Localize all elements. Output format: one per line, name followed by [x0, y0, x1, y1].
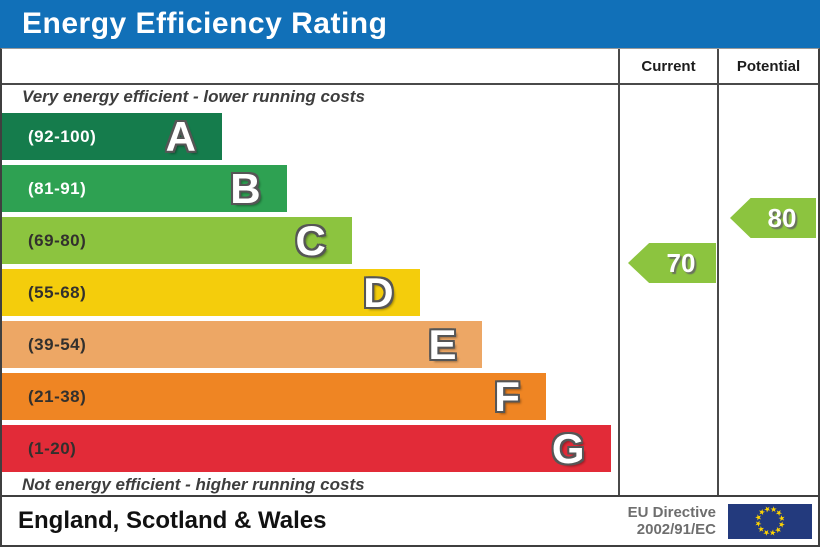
page-title: Energy Efficiency Rating	[22, 7, 388, 40]
current-column-header: Current	[641, 57, 696, 75]
band-bar-g: (1-20) G	[2, 425, 611, 472]
potential-column-divider	[717, 49, 719, 495]
eu-directive-line1: EU Directive	[627, 503, 716, 521]
eu-flag-icon: ★ ★ ★ ★ ★ ★ ★ ★ ★ ★ ★ ★	[728, 503, 812, 539]
band-range-a: (92-100)	[28, 126, 97, 146]
rating-grid: Current Potential Very energy efficient …	[0, 48, 820, 497]
potential-rating-value: 80	[767, 202, 797, 233]
region-label: England, Scotland & Wales	[18, 507, 327, 534]
current-rating-value: 70	[666, 247, 696, 278]
potential-column-header: Potential	[736, 57, 801, 75]
band-bar-e: (39-54) E	[2, 321, 483, 368]
band-row-b: (81-91) B	[2, 165, 618, 212]
band-range-g: (1-20)	[28, 438, 77, 458]
band-letter-a: A	[165, 113, 196, 160]
band-row-e: (39-54) E	[2, 321, 618, 368]
band-range-c: (69-80)	[28, 230, 87, 250]
eu-directive-label: EU Directive 2002/91/EC	[628, 504, 728, 539]
band-bar-f: (21-38) F	[2, 373, 546, 420]
band-row-d: (55-68) D	[2, 269, 618, 316]
band-letter-c: C	[295, 217, 326, 264]
footer: England, Scotland & Wales EU Directive 2…	[0, 497, 820, 547]
top-caption: Very energy efficient - lower running co…	[22, 87, 365, 106]
header-divider-line	[2, 83, 818, 85]
band-row-a: (92-100) A	[2, 113, 618, 160]
band-range-e: (39-54)	[28, 334, 87, 354]
band-letter-d: D	[363, 269, 394, 316]
bottom-caption: Not energy efficient - higher running co…	[22, 475, 365, 494]
potential-rating-arrow: 80	[730, 198, 816, 238]
band-bar-d: (55-68) D	[2, 269, 420, 316]
band-range-d: (55-68)	[28, 282, 87, 302]
title-bar: Energy Efficiency Rating	[0, 0, 820, 48]
band-bar-c: (69-80) C	[2, 217, 352, 264]
band-letter-f: F	[494, 373, 520, 420]
band-letter-g: G	[551, 425, 585, 472]
band-row-c: (69-80) C	[2, 217, 618, 264]
current-column-divider	[618, 49, 620, 495]
band-range-b: (81-91)	[28, 178, 87, 198]
band-row-f: (21-38) F	[2, 373, 618, 420]
band-bar-b: (81-91) B	[2, 165, 287, 212]
band-letter-e: E	[428, 321, 457, 368]
band-row-g: (1-20) G	[2, 425, 618, 472]
band-letter-b: B	[230, 165, 261, 212]
band-range-f: (21-38)	[28, 386, 87, 406]
band-bar-a: (92-100) A	[2, 113, 222, 160]
current-rating-arrow: 70	[628, 243, 716, 283]
eu-directive-line2: 2002/91/EC	[636, 521, 716, 538]
